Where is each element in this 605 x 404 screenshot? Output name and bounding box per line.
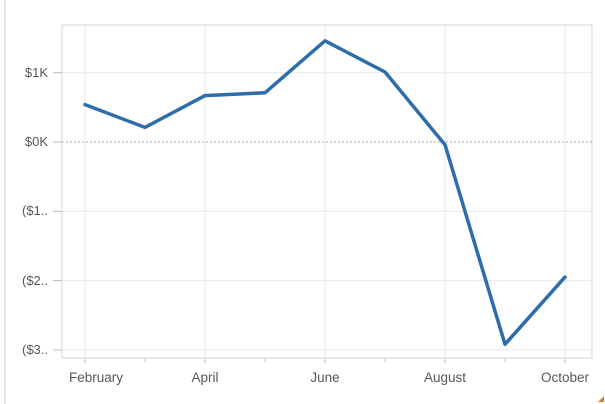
x-axis-tick-label: April bbox=[191, 370, 219, 385]
left-divider bbox=[4, 0, 6, 404]
y-axis-tick-label: $1K bbox=[24, 65, 48, 80]
data-line[interactable] bbox=[83, 39, 567, 347]
x-axis-tick-label: June bbox=[310, 370, 340, 385]
y-axis-tick-label: ($3.. bbox=[21, 342, 48, 357]
x-axis-tick-label: October bbox=[540, 370, 590, 385]
y-axis-tick-label: ($2.. bbox=[21, 273, 48, 288]
x-axis-tick-label: February bbox=[68, 370, 124, 385]
x-axis-tick-label: August bbox=[423, 370, 467, 385]
y-axis-tick-label: ($1.. bbox=[21, 203, 48, 218]
y-axis-tick-label: $0K bbox=[24, 134, 48, 149]
corner-artifact bbox=[598, 396, 604, 402]
plot-border bbox=[61, 24, 593, 359]
